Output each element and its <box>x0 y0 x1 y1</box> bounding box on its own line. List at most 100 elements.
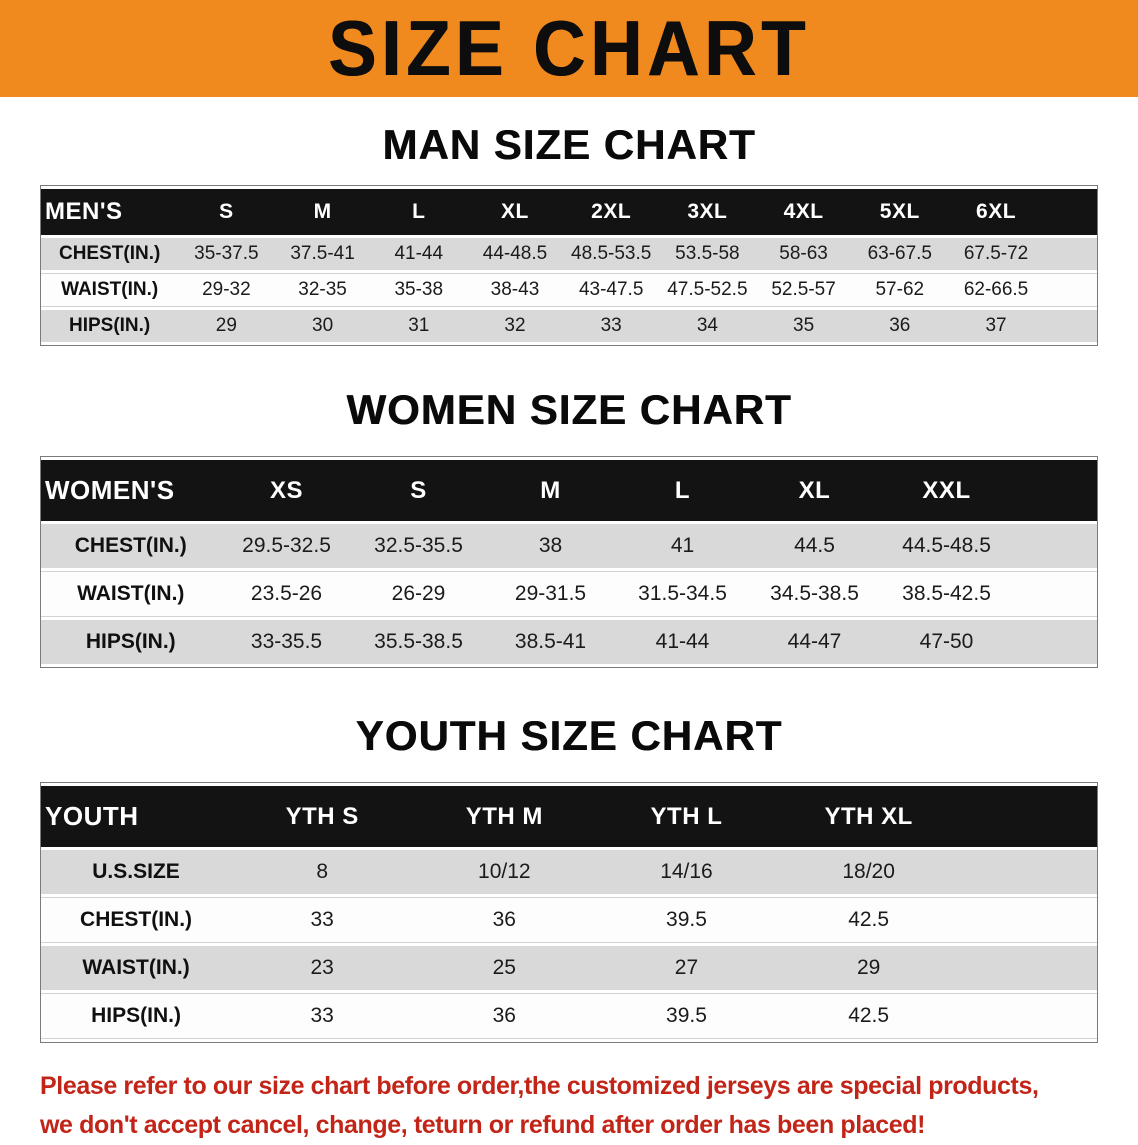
value-cell: 43-47.5 <box>563 273 660 307</box>
size-chart-banner: SIZE CHART <box>0 0 1138 97</box>
value-cell: 33 <box>231 897 414 943</box>
value-cell: 33 <box>231 993 414 1039</box>
value-cell: 44.5-48.5 <box>880 524 1013 568</box>
value-cell: 38.5-42.5 <box>880 571 1013 617</box>
measure-row: HIPS(IN.) 33 36 39.5 42.5 <box>41 993 1097 1039</box>
disclaimer-line-1: Please refer to our size chart before or… <box>40 1072 1039 1100</box>
women-size-table-container: WOMEN'S XS S M L XL XXL CHEST(IN.) 29.5-32.5 32.5… <box>40 456 1098 668</box>
value-cell: 27 <box>595 946 778 990</box>
value-cell: 29 <box>178 310 275 342</box>
value-cell: 35.5-38.5 <box>352 620 485 664</box>
value-cell: 37.5-41 <box>274 238 371 270</box>
size-header-cell: M <box>484 460 617 521</box>
women-section-heading: WOMEN SIZE CHART <box>346 386 792 433</box>
value-cell: 29-32 <box>178 273 275 307</box>
value-cell: 35-38 <box>370 273 467 307</box>
size-header-cell: XL <box>466 189 564 235</box>
measure-row: CHEST(IN.) 33 36 39.5 42.5 <box>41 897 1097 943</box>
size-header-cell: 4XL <box>755 189 852 235</box>
measure-row: U.S.SIZE 8 10/12 14/16 18/20 <box>41 850 1097 894</box>
value-cell: 63-67.5 <box>851 238 948 270</box>
value-cell: 35-37.5 <box>178 238 275 270</box>
value-cell: 14/16 <box>595 850 778 894</box>
value-cell: 38-43 <box>466 273 564 307</box>
filler-cell <box>1044 310 1097 342</box>
size-header-cell: YTH XL <box>777 786 960 847</box>
size-header-cell: L <box>370 189 467 235</box>
size-header-cell: L <box>616 460 749 521</box>
value-cell: 23 <box>231 946 414 990</box>
value-cell: 29-31.5 <box>484 571 617 617</box>
value-cell: 44.5 <box>748 524 881 568</box>
measure-row: CHEST(IN.) 29.5-32.5 32.5-35.5 38 41 44.5 44.5… <box>41 524 1097 568</box>
value-cell: 33-35.5 <box>220 620 353 664</box>
row-label-cell: HIPS(IN.) <box>41 620 221 664</box>
value-cell: 18/20 <box>777 850 960 894</box>
value-cell: 26-29 <box>352 571 485 617</box>
row-label-cell: CHEST(IN.) <box>41 897 232 943</box>
value-cell: 25 <box>413 946 596 990</box>
value-cell: 31.5-34.5 <box>616 571 749 617</box>
size-header-cell: YTH S <box>231 786 414 847</box>
filler-cell <box>959 786 1097 847</box>
youth-size-section: YOUTH SIZE CHART YOUTH YTH S YTH M YTH L YTH… <box>40 712 1098 1043</box>
row-label-cell: HIPS(IN.) <box>41 993 232 1039</box>
size-table: WOMEN'S XS S M L XL XXL CHEST(IN.) 29.5-32.5 32.5… <box>41 457 1097 667</box>
row-label-cell: U.S.SIZE <box>41 850 232 894</box>
filler-cell <box>1044 189 1097 235</box>
size-header-cell: S <box>352 460 485 521</box>
value-cell: 38.5-41 <box>484 620 617 664</box>
value-cell: 35 <box>755 310 852 342</box>
women-size-section: WOMEN SIZE CHART WOMEN'S XS S M L XL XXL CHEST(… <box>40 386 1098 668</box>
value-cell: 48.5-53.5 <box>563 238 660 270</box>
value-cell: 8 <box>231 850 414 894</box>
value-cell: 47-50 <box>880 620 1013 664</box>
filler-cell <box>1012 571 1097 617</box>
size-header-cell: YTH L <box>595 786 778 847</box>
value-cell: 42.5 <box>777 897 960 943</box>
row-label-cell: WAIST(IN.) <box>41 571 221 617</box>
size-header-cell: 5XL <box>851 189 948 235</box>
value-cell: 30 <box>274 310 371 342</box>
row-label-cell: CHEST(IN.) <box>41 524 221 568</box>
value-cell: 36 <box>413 993 596 1039</box>
size-header-cell: YTH M <box>413 786 596 847</box>
value-cell: 44-48.5 <box>466 238 564 270</box>
size-header-cell: XL <box>748 460 881 521</box>
value-cell: 23.5-26 <box>220 571 353 617</box>
filler-cell <box>1012 620 1097 664</box>
row-label-cell: WAIST(IN.) <box>41 946 232 990</box>
value-cell: 57-62 <box>851 273 948 307</box>
youth-section-heading: YOUTH SIZE CHART <box>355 712 783 759</box>
value-cell: 33 <box>563 310 660 342</box>
value-cell: 36 <box>413 897 596 943</box>
value-cell: 34.5-38.5 <box>748 571 881 617</box>
measure-row: WAIST(IN.) 29-32 32-35 35-38 38-43 43-47.5 47.… <box>41 273 1097 307</box>
table-title-cell: YOUTH <box>41 786 232 847</box>
measure-row: HIPS(IN.) 29 30 31 32 33 34 35 36 37 <box>41 310 1097 342</box>
measure-row: CHEST(IN.) 35-37.5 37.5-41 41-44 44-48.5 48.5… <box>41 238 1097 270</box>
row-label-cell: CHEST(IN.) <box>41 238 179 270</box>
row-label-cell: WAIST(IN.) <box>41 273 179 307</box>
disclaimer-note: Please refer to our size chart before or… <box>40 1067 1098 1145</box>
men-section-heading: MAN SIZE CHART <box>382 121 756 168</box>
value-cell: 32 <box>466 310 564 342</box>
table-title-cell: WOMEN'S <box>41 460 221 521</box>
filler-cell <box>959 946 1097 990</box>
filler-cell <box>959 850 1097 894</box>
filler-cell <box>959 993 1097 1039</box>
value-cell: 31 <box>370 310 467 342</box>
value-cell: 42.5 <box>777 993 960 1039</box>
value-cell: 62-66.5 <box>947 273 1045 307</box>
row-label-cell: HIPS(IN.) <box>41 310 179 342</box>
value-cell: 34 <box>659 310 756 342</box>
header-row: WOMEN'S XS S M L XL XXL <box>41 460 1097 521</box>
value-cell: 29 <box>777 946 960 990</box>
filler-cell <box>1012 524 1097 568</box>
header-row: MEN'S S M L XL 2XL 3XL 4XL 5XL 6XL <box>41 189 1097 235</box>
measure-row: WAIST(IN.) 23.5-26 26-29 29-31.5 31.5-34.5 34… <box>41 571 1097 617</box>
value-cell: 37 <box>947 310 1045 342</box>
youth-size-table-container: YOUTH YTH S YTH M YTH L YTH XL U.S.SIZE 8 10/12… <box>40 782 1098 1043</box>
filler-cell <box>1012 460 1097 521</box>
value-cell: 32.5-35.5 <box>352 524 485 568</box>
